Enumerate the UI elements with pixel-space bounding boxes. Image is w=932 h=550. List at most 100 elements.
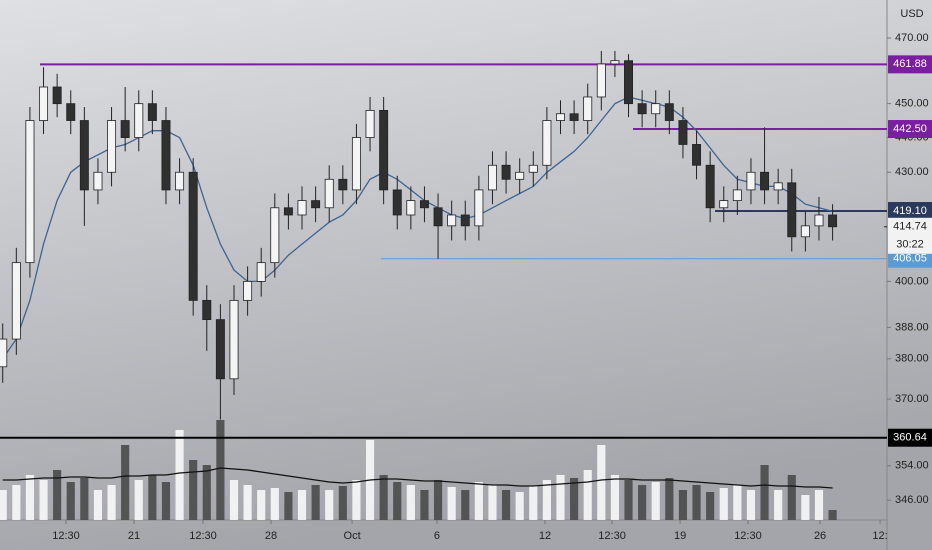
candle-body bbox=[637, 103, 647, 115]
y-tick-label: 388.00 bbox=[895, 321, 929, 333]
candle-body bbox=[406, 200, 416, 216]
candle-body bbox=[270, 207, 280, 264]
volume-bar bbox=[706, 492, 715, 520]
volume-bar bbox=[420, 490, 429, 520]
candle-body bbox=[120, 120, 130, 138]
candle-body bbox=[610, 60, 620, 65]
level-label-bg bbox=[888, 249, 932, 268]
candle-body bbox=[460, 214, 470, 227]
candle-body bbox=[447, 214, 457, 227]
candle-body bbox=[297, 200, 307, 216]
candle-body bbox=[542, 120, 552, 166]
volume-bar bbox=[692, 485, 701, 520]
volume-bar bbox=[760, 465, 769, 520]
volume-bar bbox=[433, 480, 443, 520]
candle-body bbox=[732, 189, 742, 202]
candle-body bbox=[392, 189, 402, 216]
candle-body bbox=[79, 120, 89, 191]
volume-bar bbox=[243, 485, 252, 520]
candle-body bbox=[419, 200, 429, 209]
level-label: 360.64 bbox=[893, 432, 927, 444]
level-label-bg bbox=[888, 428, 932, 447]
volume-bar bbox=[325, 490, 334, 520]
volume-bar bbox=[80, 478, 89, 520]
candle-body bbox=[338, 178, 348, 191]
candle-body bbox=[311, 200, 321, 209]
volume-bar bbox=[678, 490, 688, 520]
last-price-label: 414.74 bbox=[893, 221, 927, 233]
volume-bar bbox=[121, 445, 130, 520]
level-label-bg bbox=[888, 202, 932, 221]
volume-bar bbox=[93, 490, 103, 520]
candle-body bbox=[283, 207, 293, 216]
level-label: 419.10 bbox=[893, 205, 927, 217]
last-price-bg bbox=[888, 217, 932, 254]
candle-body bbox=[161, 120, 171, 191]
volume-bar bbox=[53, 470, 62, 520]
candle-body bbox=[556, 113, 565, 121]
volume-bar bbox=[406, 485, 415, 520]
y-tick-label: 470.00 bbox=[895, 32, 929, 44]
x-tick-label: 6 bbox=[434, 530, 440, 542]
volume-bar bbox=[638, 485, 647, 520]
x-tick-label: 12:30 bbox=[734, 530, 762, 542]
candle-body bbox=[229, 299, 239, 380]
volume-bar bbox=[746, 490, 756, 520]
level-label: 406.05 bbox=[893, 253, 927, 265]
candle-body bbox=[107, 120, 117, 173]
candle-body bbox=[814, 214, 824, 227]
volume-bar bbox=[134, 480, 143, 520]
candle-body bbox=[52, 86, 62, 105]
candle-body bbox=[664, 103, 674, 121]
candle-body bbox=[11, 262, 21, 340]
candle-body bbox=[0, 338, 8, 368]
candle-body bbox=[828, 214, 838, 228]
volume-bar bbox=[148, 475, 157, 520]
candle-body bbox=[25, 120, 35, 264]
y-tick-label: 380.00 bbox=[895, 353, 929, 365]
candle-body bbox=[528, 164, 538, 173]
volume-bar bbox=[542, 480, 551, 520]
volume-bar bbox=[801, 495, 810, 520]
candle-body bbox=[39, 86, 49, 121]
candle-body bbox=[188, 171, 198, 301]
volume-bar bbox=[393, 482, 402, 520]
volume-bar bbox=[461, 490, 470, 520]
volume-bar bbox=[0, 490, 7, 520]
x-tick-label: 19 bbox=[674, 530, 686, 542]
volume-bar bbox=[488, 485, 497, 520]
x-tick-label: 12: bbox=[872, 530, 887, 542]
candle-body bbox=[800, 225, 810, 238]
volume-bar bbox=[161, 482, 171, 520]
candle-body bbox=[134, 103, 144, 138]
candle-body bbox=[692, 144, 702, 166]
volume-bar bbox=[610, 475, 619, 520]
y-tick-label: 354.00 bbox=[895, 460, 929, 472]
volume-bar bbox=[12, 485, 21, 520]
volume-bar bbox=[25, 475, 35, 520]
volume-bar bbox=[202, 465, 211, 520]
volume-bar bbox=[624, 480, 633, 520]
volume-bar bbox=[39, 480, 48, 520]
x-tick-label: 12 bbox=[539, 530, 551, 542]
candle-body bbox=[583, 96, 593, 121]
volume-bar bbox=[229, 480, 239, 520]
volume-bar bbox=[556, 475, 565, 520]
y-tick-label: 430.00 bbox=[895, 166, 929, 178]
x-tick-label: Oct bbox=[344, 530, 361, 542]
volume-bar bbox=[665, 478, 674, 520]
currency: USD bbox=[900, 8, 923, 20]
volume-bar bbox=[570, 478, 579, 520]
candle-body bbox=[379, 109, 389, 191]
y-tick-label: 346.00 bbox=[895, 494, 929, 506]
volume-bar bbox=[352, 480, 361, 520]
volume-bar bbox=[447, 487, 456, 520]
y-tick-label: 400.00 bbox=[895, 275, 929, 287]
candle-body bbox=[66, 103, 76, 121]
volume-bar bbox=[774, 490, 783, 520]
level-label: 461.88 bbox=[893, 58, 927, 70]
candle-body bbox=[569, 113, 579, 121]
candle-body bbox=[93, 171, 103, 191]
